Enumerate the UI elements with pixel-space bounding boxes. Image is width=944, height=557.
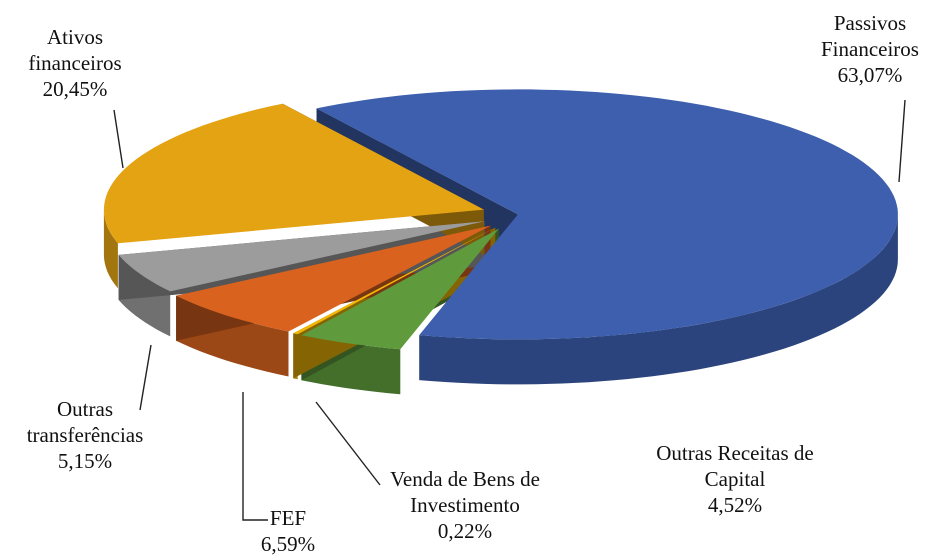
slice	[118, 221, 485, 292]
slice-side	[419, 214, 898, 385]
slice	[301, 228, 499, 350]
leader-line	[315, 401, 381, 486]
label-name: Outras transferências	[26, 397, 144, 447]
slice	[293, 227, 496, 335]
leader-line	[898, 99, 906, 183]
slice	[176, 225, 491, 332]
slice-label: FEF 6,59%	[248, 505, 328, 557]
slice-label: Venda de Bens de Investimento 0,22%	[365, 466, 565, 544]
label-name: Venda de Bens de Investimento	[390, 467, 540, 517]
leader-line	[113, 109, 124, 169]
slice	[316, 89, 898, 340]
label-value: 6,59%	[260, 532, 316, 556]
label-value: 4,52%	[707, 493, 763, 517]
label-value: 0,22%	[437, 519, 493, 543]
label-name: Passivos Financeiros	[821, 11, 919, 61]
label-value: 20,45%	[42, 77, 108, 101]
slice-side	[103, 209, 118, 289]
label-name: Ativos financeiros	[28, 25, 122, 75]
slice-label: Outras transferências 5,15%	[5, 396, 165, 474]
label-name: FEF	[269, 506, 307, 530]
slice-label: Outras Receitas de Capital 4,52%	[630, 440, 840, 518]
label-value: 5,15%	[57, 449, 113, 473]
slices	[103, 89, 898, 395]
slice-label: Ativos financeiros 20,45%	[10, 24, 140, 102]
label-name: Outras Receitas de Capital	[656, 441, 814, 491]
slice	[103, 103, 484, 244]
slice-label: Passivos Financeiros 63,07%	[800, 10, 940, 88]
leader-line	[242, 392, 268, 521]
leader-line	[139, 344, 152, 411]
label-value: 63,07%	[837, 63, 903, 87]
